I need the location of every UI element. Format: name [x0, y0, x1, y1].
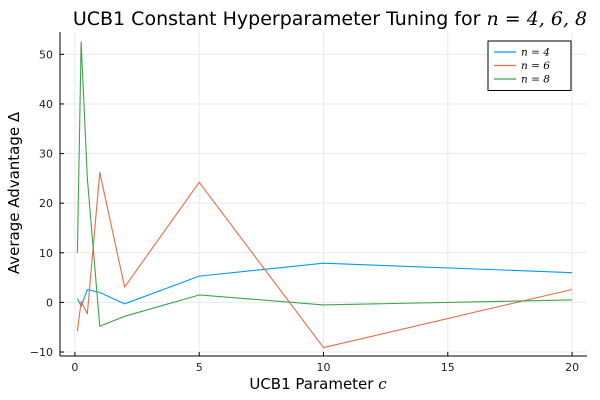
axes: [59, 32, 587, 357]
y-axis-label: Average Advantage Δ: [5, 111, 23, 274]
x-axis-label: UCB1 Parameter c: [249, 375, 387, 393]
series-lines: [76, 41, 573, 349]
chart-title-math: n = 4, 6, 8: [486, 8, 587, 30]
series-line-1: [76, 262, 573, 307]
legend: n = 4n = 6 n = 8: [487, 40, 572, 91]
x-tick-label: 10: [317, 361, 331, 374]
series-line-2: [76, 171, 573, 349]
y-tick-label: 40: [39, 98, 53, 111]
legend-label: n = 8: [521, 74, 550, 86]
y-tick-label: 30: [39, 148, 53, 161]
x-tick-label: 20: [565, 361, 579, 374]
y-tick-label: −10: [30, 346, 53, 359]
tick-labels: 0 5 10 15 20 −10 0 10 20 30 40 50: [30, 48, 579, 374]
chart-title: UCB1 Constant Hyperparameter Tuning for …: [73, 8, 587, 30]
legend-label: n = 6: [521, 60, 550, 72]
x-axis-label-math: c: [378, 375, 387, 393]
y-tick-label: 20: [39, 197, 53, 210]
x-axis-label-text: UCB1 Parameter: [249, 375, 378, 393]
y-tick-label: 0: [46, 296, 53, 309]
chart-title-text: UCB1 Constant Hyperparameter Tuning for: [73, 8, 487, 30]
y-tick-label: 50: [39, 48, 53, 61]
x-tick-label: 15: [441, 361, 455, 374]
x-tick-label: 0: [71, 361, 78, 374]
x-tick-label: 5: [196, 361, 203, 374]
series-line-3: [76, 41, 573, 327]
legend-label: n = 4: [521, 47, 550, 59]
y-tick-label: 10: [39, 247, 53, 260]
